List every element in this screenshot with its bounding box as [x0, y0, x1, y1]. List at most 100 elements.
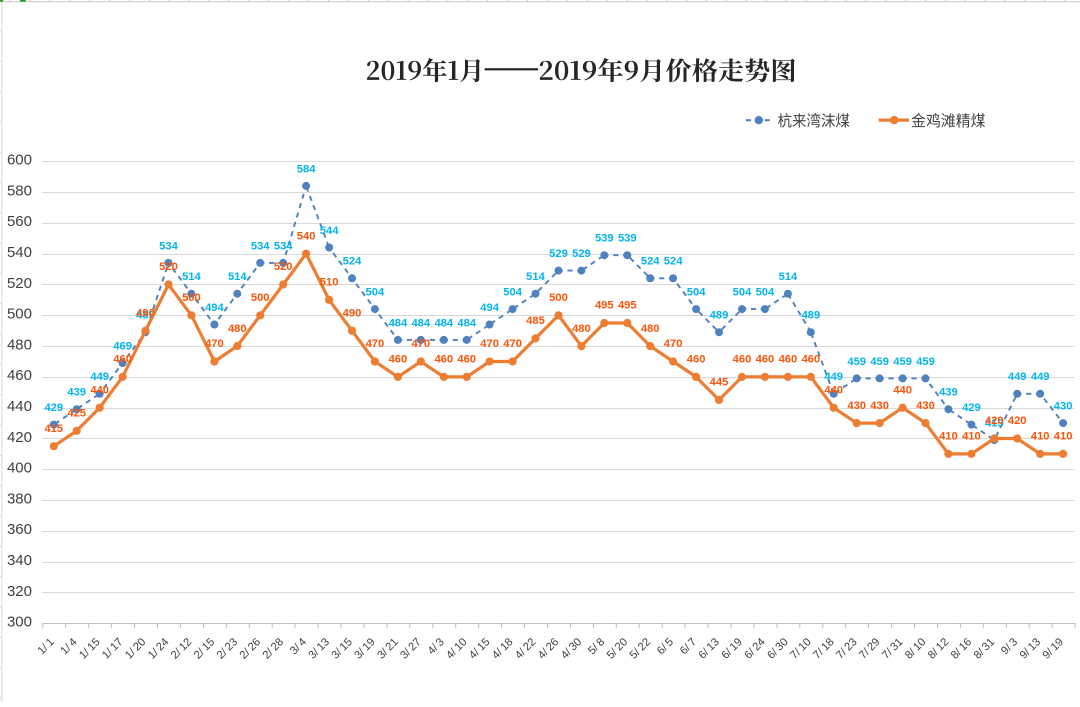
- svg-text:425: 425: [67, 408, 86, 420]
- svg-text:544: 544: [320, 225, 339, 237]
- svg-text:495: 495: [595, 300, 614, 312]
- svg-text:540: 540: [7, 244, 32, 261]
- svg-text:420: 420: [7, 429, 32, 446]
- svg-text:495: 495: [618, 300, 637, 312]
- svg-text:449: 449: [90, 371, 109, 383]
- svg-text:470: 470: [411, 338, 430, 350]
- svg-text:484: 484: [434, 317, 453, 329]
- svg-text:459: 459: [916, 356, 935, 368]
- svg-text:460: 460: [756, 354, 775, 366]
- svg-text:524: 524: [343, 256, 362, 268]
- svg-text:440: 440: [893, 384, 912, 396]
- svg-text:469: 469: [113, 340, 132, 352]
- svg-text:430: 430: [870, 400, 889, 412]
- svg-text:500: 500: [251, 292, 270, 304]
- svg-text:514: 514: [228, 271, 247, 283]
- svg-text:514: 514: [779, 271, 798, 283]
- svg-text:529: 529: [572, 248, 591, 260]
- svg-text:360: 360: [7, 521, 32, 538]
- svg-text:484: 484: [389, 317, 408, 329]
- svg-text:600: 600: [7, 152, 32, 169]
- svg-text:534: 534: [159, 240, 178, 252]
- svg-text:460: 460: [733, 354, 752, 366]
- svg-text:449: 449: [1031, 371, 1050, 383]
- svg-text:560: 560: [7, 213, 32, 230]
- svg-text:410: 410: [1031, 431, 1050, 443]
- svg-text:410: 410: [939, 431, 958, 443]
- svg-text:420: 420: [1008, 415, 1027, 427]
- svg-text:494: 494: [205, 302, 224, 314]
- svg-text:415: 415: [44, 423, 63, 435]
- svg-text:539: 539: [595, 233, 614, 245]
- svg-text:440: 440: [824, 384, 843, 396]
- svg-text:439: 439: [67, 387, 86, 399]
- svg-text:480: 480: [641, 323, 660, 335]
- svg-text:419: 419: [985, 417, 1004, 429]
- svg-text:459: 459: [870, 356, 889, 368]
- svg-text:430: 430: [916, 400, 935, 412]
- svg-text:459: 459: [893, 356, 912, 368]
- svg-text:460: 460: [779, 354, 798, 366]
- svg-text:460: 460: [457, 354, 476, 366]
- svg-text:524: 524: [641, 256, 660, 268]
- svg-text:430: 430: [1054, 401, 1073, 413]
- svg-text:510: 510: [320, 277, 339, 289]
- svg-text:410: 410: [962, 431, 981, 443]
- svg-text:320: 320: [7, 583, 32, 600]
- svg-text:430: 430: [847, 400, 866, 412]
- svg-text:439: 439: [939, 387, 958, 399]
- svg-text:460: 460: [113, 354, 132, 366]
- svg-text:484: 484: [457, 317, 476, 329]
- svg-text:340: 340: [7, 552, 32, 569]
- svg-text:514: 514: [182, 271, 201, 283]
- svg-text:520: 520: [274, 261, 293, 273]
- svg-text:300: 300: [7, 614, 32, 631]
- svg-text:440: 440: [7, 398, 32, 415]
- svg-text:539: 539: [618, 233, 637, 245]
- svg-text:459: 459: [847, 356, 866, 368]
- svg-text:480: 480: [7, 336, 32, 353]
- svg-text:380: 380: [7, 490, 32, 507]
- svg-text:470: 470: [480, 338, 499, 350]
- svg-text:489: 489: [710, 310, 729, 322]
- svg-text:504: 504: [687, 287, 706, 299]
- svg-text:534: 534: [274, 240, 293, 252]
- svg-text:485: 485: [526, 315, 545, 327]
- svg-text:540: 540: [297, 230, 316, 242]
- svg-text:420: 420: [985, 415, 1004, 427]
- svg-text:460: 460: [389, 354, 408, 366]
- svg-text:489: 489: [801, 310, 820, 322]
- svg-text:534: 534: [251, 240, 270, 252]
- svg-text:429: 429: [44, 402, 63, 414]
- svg-text:460: 460: [801, 354, 820, 366]
- svg-text:445: 445: [710, 377, 729, 389]
- svg-text:494: 494: [480, 302, 499, 314]
- svg-text:490: 490: [136, 307, 155, 319]
- svg-text:470: 470: [503, 338, 522, 350]
- svg-text:514: 514: [526, 271, 545, 283]
- svg-text:504: 504: [756, 287, 775, 299]
- svg-text:580: 580: [7, 182, 32, 199]
- svg-text:529: 529: [549, 248, 568, 260]
- svg-text:460: 460: [434, 354, 453, 366]
- svg-text:470: 470: [366, 338, 385, 350]
- svg-text:480: 480: [572, 323, 591, 335]
- svg-text:504: 504: [503, 287, 522, 299]
- svg-text:484: 484: [411, 317, 430, 329]
- svg-text:449: 449: [824, 371, 843, 383]
- svg-text:470: 470: [205, 338, 224, 350]
- svg-text:584: 584: [297, 163, 316, 175]
- svg-text:520: 520: [7, 275, 32, 292]
- svg-text:449: 449: [1008, 371, 1027, 383]
- svg-text:429: 429: [962, 402, 981, 414]
- svg-text:460: 460: [687, 354, 706, 366]
- svg-text:440: 440: [90, 384, 109, 396]
- svg-text:500: 500: [549, 292, 568, 304]
- svg-text:480: 480: [228, 323, 247, 335]
- svg-text:520: 520: [159, 261, 178, 273]
- svg-text:470: 470: [664, 338, 683, 350]
- svg-text:460: 460: [7, 367, 32, 384]
- svg-text:410: 410: [1054, 431, 1073, 443]
- svg-text:490: 490: [343, 307, 362, 319]
- svg-text:500: 500: [182, 292, 201, 304]
